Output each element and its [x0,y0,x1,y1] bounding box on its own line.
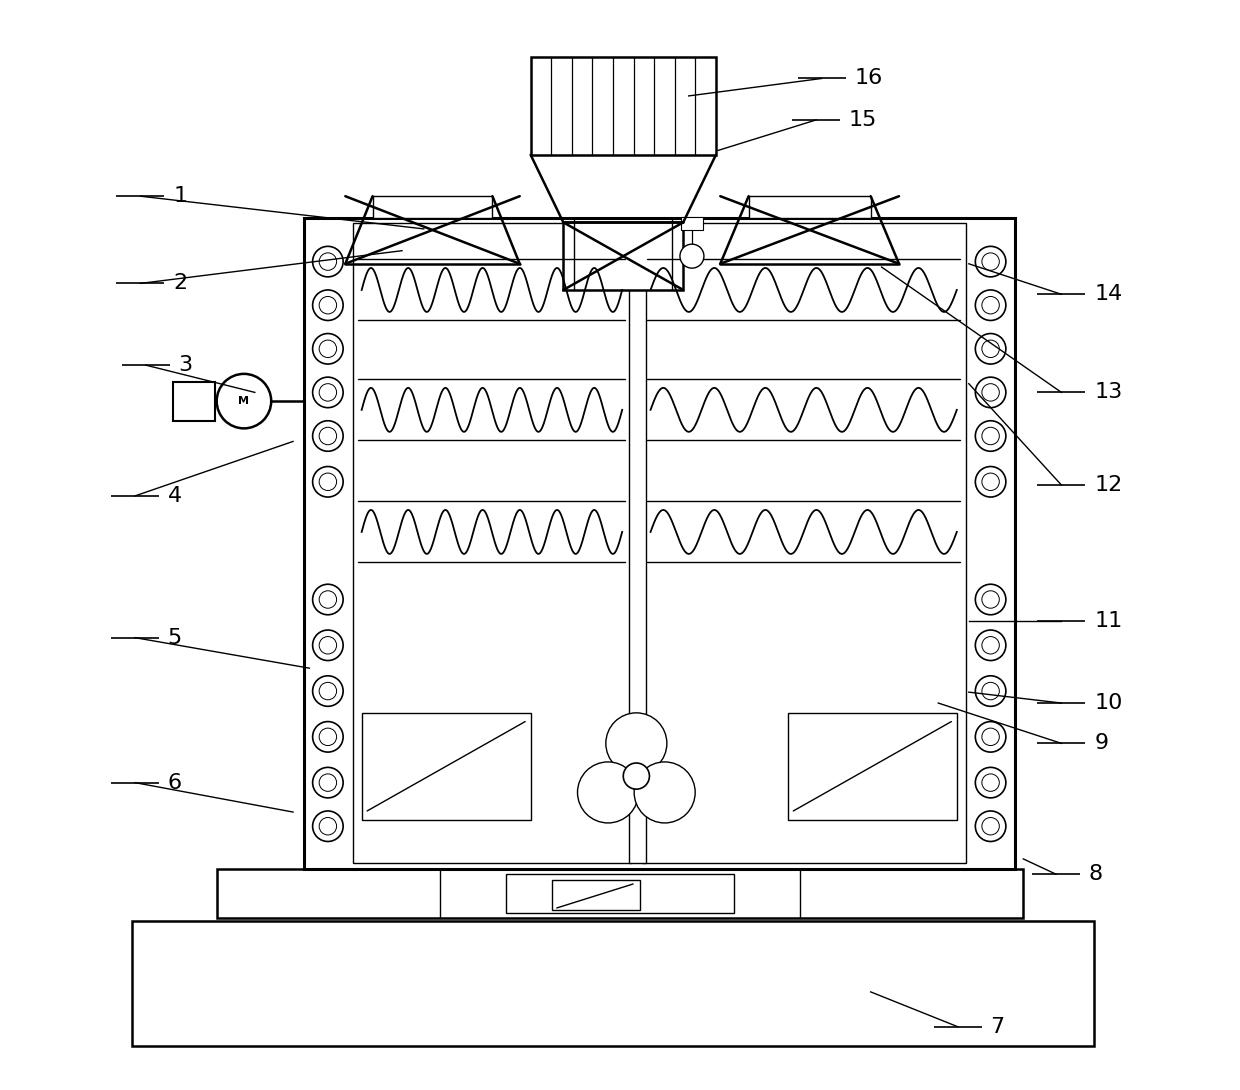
Circle shape [976,722,1006,752]
Circle shape [982,591,999,608]
Text: 8: 8 [1089,864,1102,884]
Bar [563,222,683,290]
Circle shape [624,763,650,789]
Circle shape [634,762,696,823]
Circle shape [976,811,1006,841]
Text: 7: 7 [991,1017,1004,1037]
Circle shape [976,767,1006,798]
Bar [304,218,1014,869]
Bar [642,223,966,863]
Circle shape [982,384,999,401]
Bar [531,57,715,155]
Bar [362,713,531,820]
Circle shape [606,713,667,774]
Text: 11: 11 [1094,611,1122,631]
Circle shape [319,818,336,835]
Circle shape [312,246,343,277]
Circle shape [312,767,343,798]
Circle shape [312,377,343,408]
Circle shape [319,637,336,654]
Circle shape [312,584,343,615]
Text: 1: 1 [174,186,187,206]
Circle shape [319,473,336,490]
Text: 15: 15 [849,110,877,130]
Circle shape [982,296,999,314]
Circle shape [982,427,999,445]
Circle shape [312,630,343,661]
Circle shape [319,728,336,746]
Text: 10: 10 [1094,693,1122,713]
Circle shape [312,421,343,451]
Bar [174,382,215,421]
Circle shape [319,682,336,700]
Circle shape [982,728,999,746]
Circle shape [982,682,999,700]
Circle shape [312,290,343,320]
Circle shape [976,377,1006,408]
Circle shape [982,253,999,270]
Text: 9: 9 [1094,734,1109,753]
Circle shape [976,334,1006,364]
Text: 12: 12 [1094,475,1122,495]
Circle shape [976,290,1006,320]
Bar [787,713,957,820]
Circle shape [976,630,1006,661]
Circle shape [976,246,1006,277]
Circle shape [319,591,336,608]
Bar [681,217,703,230]
Text: 13: 13 [1094,383,1122,402]
Text: 4: 4 [167,486,182,506]
Circle shape [982,340,999,358]
Bar [372,196,492,218]
Text: 6: 6 [167,773,182,792]
Bar [131,921,1094,1046]
Circle shape [976,676,1006,706]
Text: M: M [238,396,249,407]
Circle shape [319,774,336,791]
Text: 2: 2 [174,274,187,293]
Text: 14: 14 [1094,284,1122,304]
Circle shape [982,818,999,835]
Circle shape [982,774,999,791]
Circle shape [982,473,999,490]
Bar [217,869,1023,918]
Circle shape [319,427,336,445]
Bar [506,874,734,913]
Bar [553,880,640,910]
Circle shape [312,676,343,706]
Circle shape [319,296,336,314]
Circle shape [976,467,1006,497]
Bar [749,196,870,218]
Bar [629,223,646,863]
Bar [353,223,631,863]
Circle shape [312,722,343,752]
Circle shape [319,340,336,358]
Circle shape [312,811,343,841]
Circle shape [982,637,999,654]
Text: 16: 16 [854,69,883,88]
Circle shape [217,374,272,428]
Circle shape [312,334,343,364]
Circle shape [319,384,336,401]
Circle shape [578,762,639,823]
Circle shape [976,584,1006,615]
Text: 3: 3 [179,355,192,375]
Circle shape [312,467,343,497]
Circle shape [319,253,336,270]
Circle shape [976,421,1006,451]
Text: 5: 5 [167,628,182,647]
Circle shape [680,244,704,268]
